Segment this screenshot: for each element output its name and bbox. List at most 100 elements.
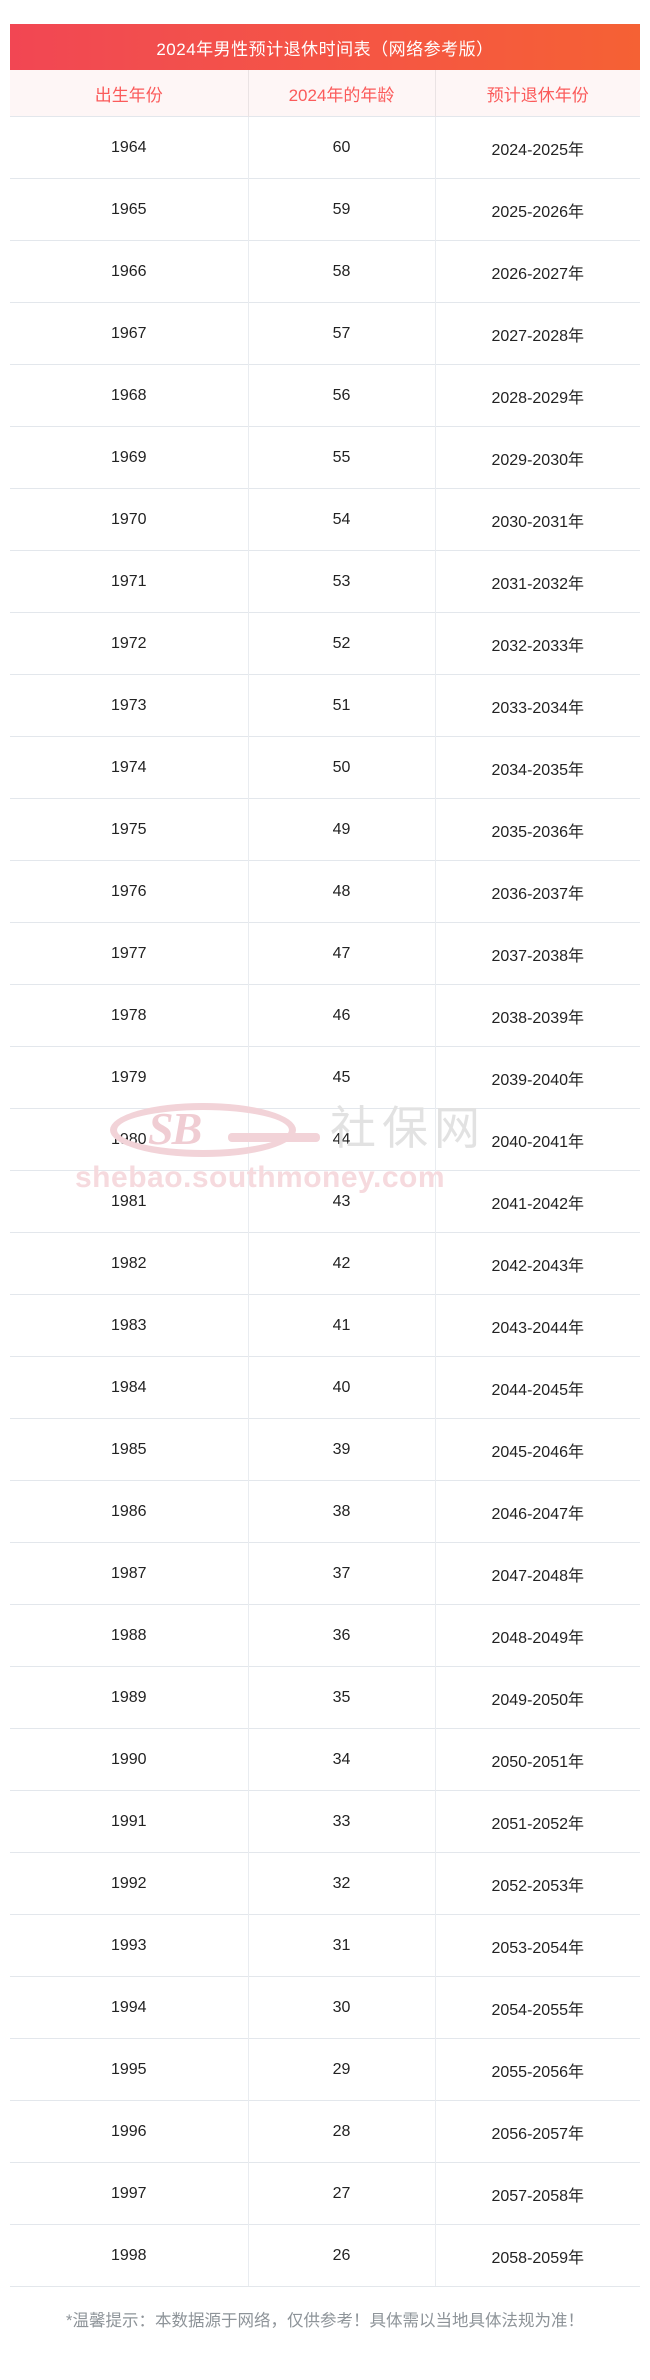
table-row: 1974 50 2034-2035年 [10,736,641,799]
cell-birth-year: 1986 [10,1480,249,1543]
cell-birth-year: 1965 [10,178,249,241]
cell-retire-year: 2030-2031年 [435,488,641,551]
table-row: 1993 31 2053-2054年 [10,1914,641,1977]
cell-retire-year: 2034-2035年 [435,736,641,799]
cell-birth-year: 1979 [10,1046,249,1109]
cell-age: 48 [248,860,436,923]
cell-age: 37 [248,1542,436,1605]
cell-birth-year: 1967 [10,302,249,365]
cell-retire-year: 2052-2053年 [435,1852,641,1915]
column-header-retire-year: 预计退休年份 [435,70,641,117]
retirement-schedule-table: 2024年男性预计退休时间表（网络参考版） 出生年份 2024年的年龄 预计退休… [10,24,641,2287]
cell-retire-year: 2029-2030年 [435,426,641,489]
cell-birth-year: 1970 [10,488,249,551]
cell-age: 47 [248,922,436,985]
cell-birth-year: 1991 [10,1790,249,1853]
cell-retire-year: 2040-2041年 [435,1108,641,1171]
cell-retire-year: 2025-2026年 [435,178,641,241]
table-row: 1969 55 2029-2030年 [10,426,641,489]
cell-retire-year: 2028-2029年 [435,364,641,427]
cell-age: 40 [248,1356,436,1419]
cell-age: 29 [248,2038,436,2101]
cell-birth-year: 1981 [10,1170,249,1233]
table-row: 1966 58 2026-2027年 [10,240,641,303]
table-row: 1992 32 2052-2053年 [10,1852,641,1915]
cell-retire-year: 2035-2036年 [435,798,641,861]
cell-birth-year: 1998 [10,2224,249,2287]
table-row: 1970 54 2030-2031年 [10,488,641,551]
cell-age: 53 [248,550,436,613]
table-row: 1987 37 2047-2048年 [10,1542,641,1605]
cell-age: 39 [248,1418,436,1481]
cell-retire-year: 2032-2033年 [435,612,641,675]
cell-age: 33 [248,1790,436,1853]
cell-age: 27 [248,2162,436,2225]
cell-retire-year: 2053-2054年 [435,1914,641,1977]
table-row: 1994 30 2054-2055年 [10,1976,641,2039]
table-row: 1976 48 2036-2037年 [10,860,641,923]
cell-birth-year: 1975 [10,798,249,861]
cell-age: 34 [248,1728,436,1791]
cell-age: 45 [248,1046,436,1109]
cell-birth-year: 1983 [10,1294,249,1357]
cell-retire-year: 2026-2027年 [435,240,641,303]
cell-retire-year: 2056-2057年 [435,2100,641,2163]
cell-retire-year: 2038-2039年 [435,984,641,1047]
cell-retire-year: 2054-2055年 [435,1976,641,2039]
cell-birth-year: 1995 [10,2038,249,2101]
cell-birth-year: 1974 [10,736,249,799]
table-row: 1971 53 2031-2032年 [10,550,641,613]
cell-birth-year: 1988 [10,1604,249,1667]
table-row: 1975 49 2035-2036年 [10,798,641,861]
table-row: 1995 29 2055-2056年 [10,2038,641,2101]
cell-birth-year: 1984 [10,1356,249,1419]
table-row: 1978 46 2038-2039年 [10,984,641,1047]
cell-age: 60 [248,116,436,179]
table-row: 1968 56 2028-2029年 [10,364,641,427]
column-header-age-2024: 2024年的年龄 [248,70,436,117]
cell-birth-year: 1971 [10,550,249,613]
table-row: 1964 60 2024-2025年 [10,116,641,179]
cell-age: 41 [248,1294,436,1357]
cell-age: 49 [248,798,436,861]
table-row: 1998 26 2058-2059年 [10,2224,641,2287]
cell-age: 36 [248,1604,436,1667]
cell-retire-year: 2055-2056年 [435,2038,641,2101]
cell-retire-year: 2057-2058年 [435,2162,641,2225]
cell-age: 42 [248,1232,436,1295]
cell-age: 35 [248,1666,436,1729]
cell-age: 56 [248,364,436,427]
cell-age: 55 [248,426,436,489]
cell-age: 26 [248,2224,436,2287]
cell-retire-year: 2031-2032年 [435,550,641,613]
cell-birth-year: 1989 [10,1666,249,1729]
cell-retire-year: 2046-2047年 [435,1480,641,1543]
column-header-birth-year: 出生年份 [10,70,249,117]
table-row: 1991 33 2051-2052年 [10,1790,641,1853]
cell-age: 46 [248,984,436,1047]
table-row: 1996 28 2056-2057年 [10,2100,641,2163]
table-row: 1981 43 2041-2042年 [10,1170,641,1233]
cell-retire-year: 2041-2042年 [435,1170,641,1233]
cell-age: 54 [248,488,436,551]
cell-retire-year: 2048-2049年 [435,1604,641,1667]
cell-age: 38 [248,1480,436,1543]
cell-retire-year: 2058-2059年 [435,2224,641,2287]
cell-birth-year: 1990 [10,1728,249,1791]
cell-age: 28 [248,2100,436,2163]
cell-retire-year: 2050-2051年 [435,1728,641,1791]
table-row: 1997 27 2057-2058年 [10,2162,641,2225]
table-row: 1982 42 2042-2043年 [10,1232,641,1295]
table-row: 1967 57 2027-2028年 [10,302,641,365]
cell-birth-year: 1964 [10,116,249,179]
footer-note: *温馨提示：本数据源于网络，仅供参考！具体需以当地具体法规为准！ [66,2312,584,2330]
table-row: 1985 39 2045-2046年 [10,1418,641,1481]
cell-birth-year: 1972 [10,612,249,675]
table-title-row: 2024年男性预计退休时间表（网络参考版） [10,24,641,70]
cell-birth-year: 1978 [10,984,249,1047]
table-row: 1988 36 2048-2049年 [10,1604,641,1667]
cell-retire-year: 2042-2043年 [435,1232,641,1295]
cell-birth-year: 1982 [10,1232,249,1295]
cell-age: 50 [248,736,436,799]
table-row: 1972 52 2032-2033年 [10,612,641,675]
